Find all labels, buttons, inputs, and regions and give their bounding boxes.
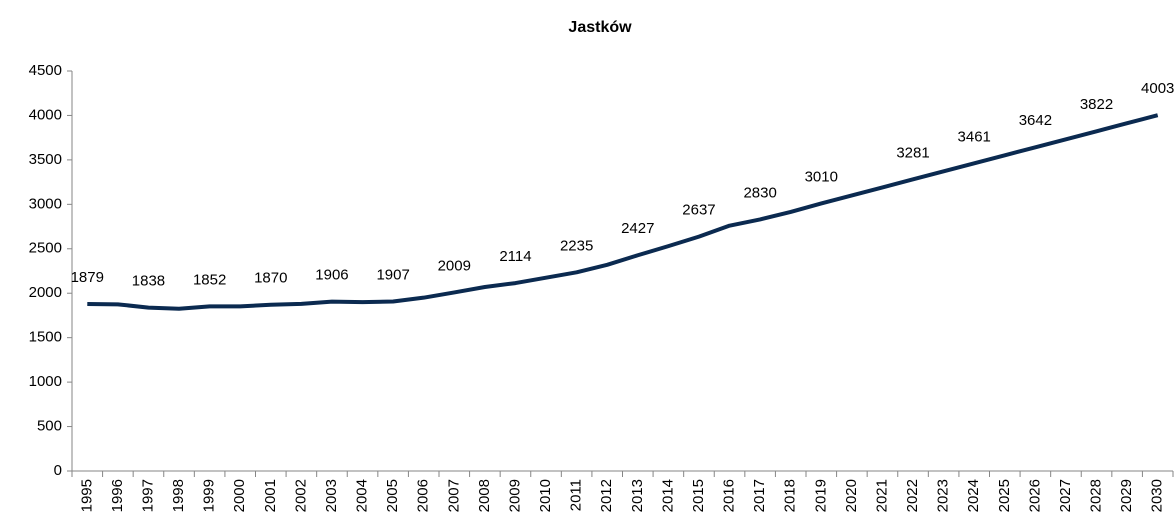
data-label: 4003 bbox=[1141, 80, 1174, 97]
data-label: 2114 bbox=[499, 248, 531, 265]
x-tick-label: 2030 bbox=[1149, 479, 1166, 512]
x-tick-label: 2005 bbox=[384, 479, 401, 512]
data-label: 3281 bbox=[896, 144, 929, 161]
y-tick-label: 4000 bbox=[29, 106, 62, 123]
y-tick-label: 2000 bbox=[29, 284, 62, 301]
y-tick-label: 3500 bbox=[29, 151, 62, 168]
x-tick-label: 2000 bbox=[231, 479, 248, 512]
data-label: 3822 bbox=[1080, 96, 1113, 113]
x-tick-label: 2019 bbox=[812, 479, 829, 512]
x-tick-label: 2017 bbox=[751, 479, 768, 512]
data-label: 1870 bbox=[254, 270, 287, 287]
x-tick-label: 2002 bbox=[292, 479, 309, 512]
y-tick-label: 0 bbox=[54, 462, 62, 479]
data-label: 3010 bbox=[805, 168, 838, 185]
x-tick-label: 2015 bbox=[690, 479, 707, 512]
data-label: 1879 bbox=[71, 269, 104, 286]
x-tick-label: 1996 bbox=[109, 479, 126, 512]
data-label: 2427 bbox=[621, 220, 654, 237]
x-tick-label: 1995 bbox=[78, 479, 95, 512]
y-tick-label: 2500 bbox=[29, 240, 62, 257]
x-tick-label: 2026 bbox=[1026, 479, 1043, 512]
data-label: 3642 bbox=[1019, 112, 1052, 129]
x-tick-label: 2009 bbox=[506, 479, 523, 512]
x-tick-label: 2007 bbox=[445, 479, 462, 512]
x-tick-label: 2010 bbox=[537, 479, 554, 512]
x-tick-label: 2016 bbox=[721, 479, 738, 512]
data-label: 1852 bbox=[193, 271, 226, 288]
data-label: 2637 bbox=[682, 202, 715, 219]
x-tick-label: 2021 bbox=[873, 479, 890, 512]
x-tick-label: 2001 bbox=[262, 479, 279, 512]
data-label: 1906 bbox=[315, 267, 348, 284]
x-tick-label: 2004 bbox=[354, 479, 371, 512]
x-tick-label: 2014 bbox=[659, 479, 676, 512]
x-tick-label: 2022 bbox=[904, 479, 921, 512]
x-tick-label: 2003 bbox=[323, 479, 340, 512]
data-label: 3461 bbox=[958, 128, 991, 145]
x-tick-label: 2028 bbox=[1088, 479, 1105, 512]
x-tick-label: 2018 bbox=[782, 479, 799, 512]
chart-title: Jastków bbox=[568, 19, 632, 36]
x-tick-label: 2029 bbox=[1118, 479, 1135, 512]
x-tick-label: 2020 bbox=[843, 479, 860, 512]
data-label: 2009 bbox=[438, 257, 471, 274]
data-label: 2235 bbox=[560, 237, 593, 254]
line bbox=[87, 113, 1159, 311]
y-tick-label: 1500 bbox=[29, 329, 62, 346]
x-tick-label: 2006 bbox=[415, 479, 432, 512]
x-tick-label: 1999 bbox=[201, 479, 218, 512]
y-tick-label: 4500 bbox=[29, 62, 62, 79]
x-tick-label: 2025 bbox=[996, 479, 1013, 512]
x-tick-label: 1997 bbox=[139, 479, 156, 512]
x-tick-label: 2024 bbox=[965, 479, 982, 512]
y-tick-label: 3000 bbox=[29, 195, 62, 212]
y-tick-label: 500 bbox=[37, 418, 62, 435]
data-label: 1838 bbox=[132, 273, 165, 290]
data-label: 2830 bbox=[743, 184, 776, 201]
x-tick-label: 2023 bbox=[935, 479, 952, 512]
y-tick-label: 1000 bbox=[29, 373, 62, 390]
x-tick-label: 1998 bbox=[170, 479, 187, 512]
x-tick-label: 2013 bbox=[629, 479, 646, 512]
x-tick-label: 2027 bbox=[1057, 479, 1074, 512]
x-tick-label: 2008 bbox=[476, 479, 493, 512]
data-label: 1907 bbox=[376, 266, 409, 283]
x-tick-label: 2011 bbox=[568, 479, 585, 511]
x-tick-label: 2012 bbox=[598, 479, 615, 512]
